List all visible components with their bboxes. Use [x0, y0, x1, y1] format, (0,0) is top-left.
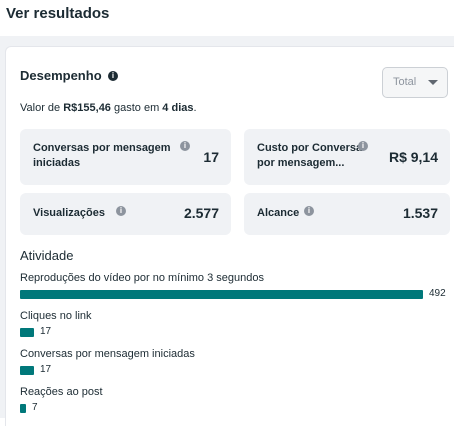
metric-conversations-label-line2: iniciadas [33, 157, 81, 169]
spend-days: 4 dias [162, 102, 194, 114]
info-icon[interactable]: i [304, 206, 314, 216]
metric-views-label: Visualizações [33, 207, 105, 219]
info-icon[interactable]: i [358, 141, 368, 151]
metric-conversations-label-line1: Conversas por mensagem [33, 142, 171, 154]
activity-bar [20, 328, 34, 337]
metric-reach: Alcance i 1.537 [244, 193, 450, 235]
activity-bar-value: 17 [40, 326, 52, 337]
activity-title: Atividade [20, 248, 74, 263]
metric-cost-label-line2: por mensagem... [257, 157, 345, 169]
spend-middle: gasto em [110, 102, 163, 114]
metric-conversations: Conversas por mensagem iniciadas i 17 [20, 129, 231, 185]
metric-cost-value: R$ 9,14 [388, 149, 438, 165]
activity-row-label: Reproduções do vídeo por no mínimo 3 seg… [20, 272, 264, 284]
spend-prefix: Valor de [20, 102, 64, 114]
metric-conversations-value: 17 [203, 149, 219, 165]
metric-cost-per-conversation: Custo por Conversa por mensagem... i R$ … [244, 129, 450, 185]
breakdown-dropdown[interactable]: Total [382, 67, 448, 98]
activity-row-label: Cliques no link [20, 310, 92, 322]
info-icon[interactable]: i [180, 141, 190, 151]
activity-bar-value: 17 [40, 364, 52, 375]
breakdown-selected-value: Total [393, 76, 417, 88]
info-icon[interactable]: i [108, 71, 118, 81]
results-header: Ver resultados [0, 0, 454, 36]
metric-views-value: 2.577 [183, 205, 219, 221]
spend-suffix: . [193, 102, 197, 114]
metric-views: Visualizações i 2.577 [20, 193, 231, 235]
spend-summary: Valor de R$155,46 gasto em 4 dias. [20, 102, 197, 114]
activity-row-label: Reações ao post [20, 386, 103, 398]
metric-reach-label: Alcance [257, 207, 300, 219]
metric-cost-label: Custo por Conversa por mensagem... [257, 141, 362, 171]
activity-row-label: Conversas por mensagem iniciadas [20, 348, 195, 360]
metric-cost-label-line1: Custo por Conversa [257, 142, 363, 154]
performance-card: Desempenho i Total Valor de R$155,46 gas… [5, 46, 454, 426]
chevron-down-icon [428, 80, 438, 85]
activity-bar [20, 290, 423, 299]
metric-conversations-label: Conversas por mensagem iniciadas [33, 141, 171, 171]
activity-bar [20, 366, 34, 375]
activity-bar-value: 7 [32, 402, 38, 413]
info-icon[interactable]: i [116, 206, 126, 216]
activity-bar [20, 404, 26, 413]
activity-bar-value: 492 [429, 288, 446, 299]
page-title: Ver resultados [6, 5, 110, 22]
spend-amount: R$155,46 [63, 102, 111, 114]
metric-reach-value: 1.537 [402, 205, 438, 221]
performance-title: Desempenho [20, 68, 102, 83]
